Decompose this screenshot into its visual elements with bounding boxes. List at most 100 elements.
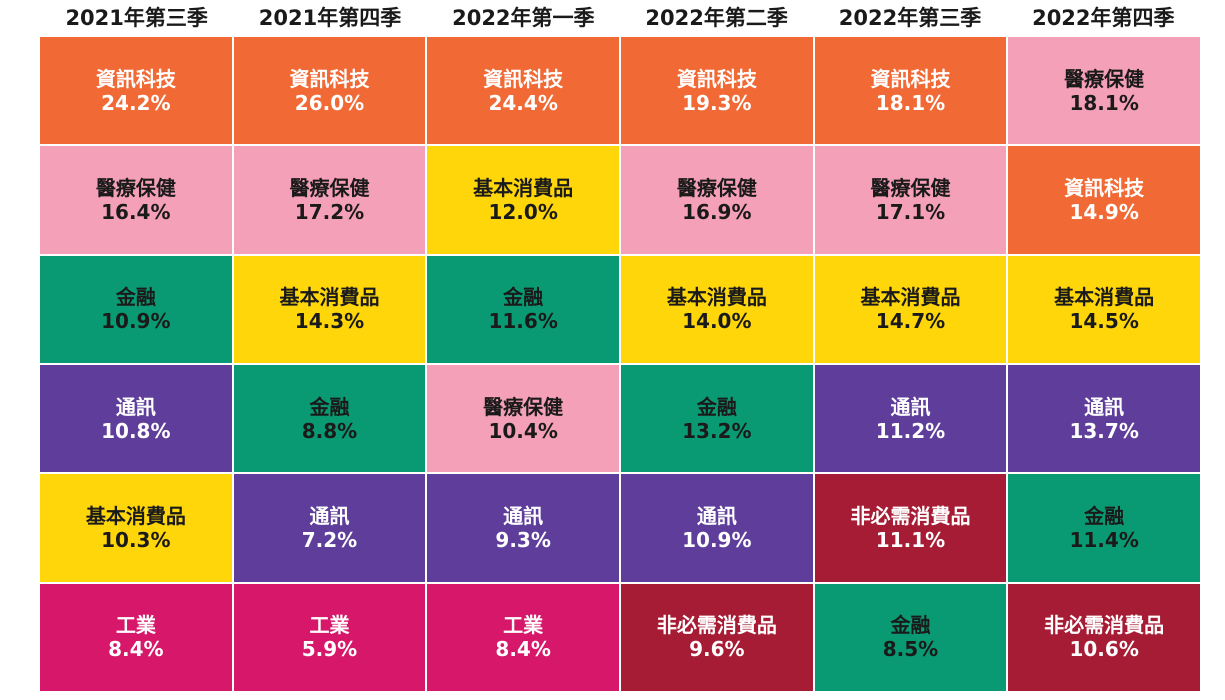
sector-cell: 基本消費品 14.3% [233, 255, 426, 363]
sector-return: 9.3% [495, 527, 551, 552]
sector-cell: 金融 11.6% [427, 255, 619, 363]
sector-label: 醫療保健 [95, 175, 176, 200]
sector-cell: 非必需消費品 11.1% [814, 474, 1007, 582]
sector-cell: 通訊 9.3% [427, 474, 619, 582]
sector-cell: 通訊 13.7% [1008, 365, 1200, 473]
sector-cell: 非必需消費品 9.6% [621, 583, 813, 691]
sector-label: 資訊科技 [1064, 175, 1145, 200]
sector-return: 19.3% [682, 90, 752, 115]
sector-cell: 醫療保健 18.1% [1008, 37, 1200, 145]
sector-label: 非必需消費品 [1044, 613, 1165, 638]
sector-cell: 資訊科技 24.4% [427, 37, 619, 145]
sector-label: 金融 [115, 285, 156, 310]
sector-cell: 工業 8.4% [427, 583, 619, 691]
sector-return: 16.4% [101, 199, 171, 224]
sector-label: 通訊 [309, 503, 350, 528]
sector-return: 14.9% [1069, 199, 1139, 224]
sector-return: 13.7% [1069, 418, 1139, 443]
sector-return: 18.1% [875, 90, 946, 115]
sector-return: 10.8% [101, 418, 171, 443]
sector-return: 10.4% [488, 418, 558, 443]
sector-label: 金融 [890, 613, 931, 638]
sector-return: 8.8% [301, 418, 358, 443]
sector-return: 14.0% [682, 309, 752, 334]
sector-label: 通訊 [503, 503, 544, 528]
sector-return: 11.2% [875, 418, 946, 443]
sector-cell: 醫療保健 16.9% [621, 146, 813, 254]
sector-cell: 基本消費品 10.3% [40, 474, 232, 582]
sector-cell: 資訊科技 24.2% [40, 37, 232, 145]
sector-cell: 金融 8.5% [814, 583, 1007, 691]
column-headers: 2021年第三季 2021年第四季 2022年第一季 2022年第二季 2022… [40, 0, 1200, 36]
sector-return: 16.9% [682, 199, 752, 224]
sector-label: 工業 [309, 613, 350, 638]
sector-return: 11.4% [1069, 527, 1139, 552]
sector-cell: 通訊 10.9% [621, 474, 813, 582]
sector-return: 24.4% [488, 90, 558, 115]
sector-label: 醫療保健 [870, 175, 951, 200]
sector-label: 非必需消費品 [656, 613, 777, 638]
sector-return: 7.2% [301, 527, 358, 552]
sector-return: 10.9% [682, 527, 752, 552]
sector-ranking-grid: 資訊科技 24.2% 資訊科技 26.0% 資訊科技 24.4% 資訊科技 19.3% 資訊科技… [40, 37, 1200, 691]
sector-return: 14.7% [875, 309, 946, 334]
sector-return: 5.9% [301, 637, 358, 662]
sector-cell: 資訊科技 18.1% [814, 37, 1007, 145]
sector-cell: 基本消費品 14.7% [814, 255, 1007, 363]
sector-cell: 醫療保健 17.2% [233, 146, 426, 254]
column-header: 2022年第二季 [645, 6, 788, 30]
column-header: 2022年第三季 [838, 6, 982, 30]
sector-return: 10.3% [101, 527, 171, 552]
sector-return: 8.4% [495, 637, 551, 662]
sector-return: 14.3% [294, 309, 365, 334]
sector-label: 基本消費品 [1054, 285, 1155, 310]
sector-label: 醫療保健 [676, 175, 757, 200]
sector-return: 10.6% [1069, 637, 1139, 662]
sector-cell: 基本消費品 12.0% [427, 146, 619, 254]
sector-label: 醫療保健 [483, 394, 564, 419]
sector-label: 通訊 [890, 394, 931, 419]
sector-label: 資訊科技 [483, 66, 564, 91]
sector-label: 醫療保健 [289, 175, 370, 200]
sector-cell: 資訊科技 26.0% [233, 37, 426, 145]
sector-return: 13.2% [682, 418, 752, 443]
sector-cell: 醫療保健 17.1% [814, 146, 1007, 254]
sector-cell: 基本消費品 14.5% [1008, 255, 1200, 363]
sector-return: 17.2% [294, 199, 365, 224]
sector-return: 17.1% [875, 199, 946, 224]
sector-cell: 資訊科技 19.3% [621, 37, 813, 145]
sector-label: 資訊科技 [676, 66, 757, 91]
sector-label: 通訊 [696, 503, 737, 528]
sector-return: 11.1% [875, 527, 946, 552]
sector-return: 18.1% [1069, 90, 1139, 115]
sector-cell: 工業 5.9% [233, 583, 426, 691]
sector-return: 11.6% [488, 309, 558, 334]
sector-label: 基本消費品 [860, 285, 961, 310]
sector-cell: 醫療保健 10.4% [427, 365, 619, 473]
sector-label: 通訊 [1084, 394, 1125, 419]
sector-label: 醫療保健 [1064, 66, 1145, 91]
sector-return: 8.5% [882, 637, 939, 662]
sector-cell: 基本消費品 14.0% [621, 255, 813, 363]
column-header: 2021年第四季 [258, 6, 402, 30]
sector-return: 8.4% [108, 637, 164, 662]
sector-return: 9.6% [689, 637, 745, 662]
sector-cell: 通訊 7.2% [233, 474, 426, 582]
sector-cell: 非必需消費品 10.6% [1008, 583, 1200, 691]
sector-cell: 資訊科技 14.9% [1008, 146, 1200, 254]
sector-label: 工業 [115, 613, 156, 638]
sector-return: 24.2% [101, 90, 171, 115]
sector-label: 資訊科技 [95, 66, 176, 91]
sector-return: 14.5% [1069, 309, 1139, 334]
sector-label: 資訊科技 [289, 66, 370, 91]
sector-label: 金融 [1084, 503, 1125, 528]
sector-cell: 金融 8.8% [233, 365, 426, 473]
column-header: 2021年第三季 [65, 6, 208, 30]
sector-cell: 工業 8.4% [40, 583, 232, 691]
sector-label: 金融 [696, 394, 737, 419]
column-header: 2022年第四季 [1032, 6, 1175, 30]
sector-label: 基本消費品 [473, 175, 574, 200]
sector-return: 12.0% [488, 199, 558, 224]
sector-label: 資訊科技 [870, 66, 951, 91]
sector-return: 10.9% [101, 309, 171, 334]
